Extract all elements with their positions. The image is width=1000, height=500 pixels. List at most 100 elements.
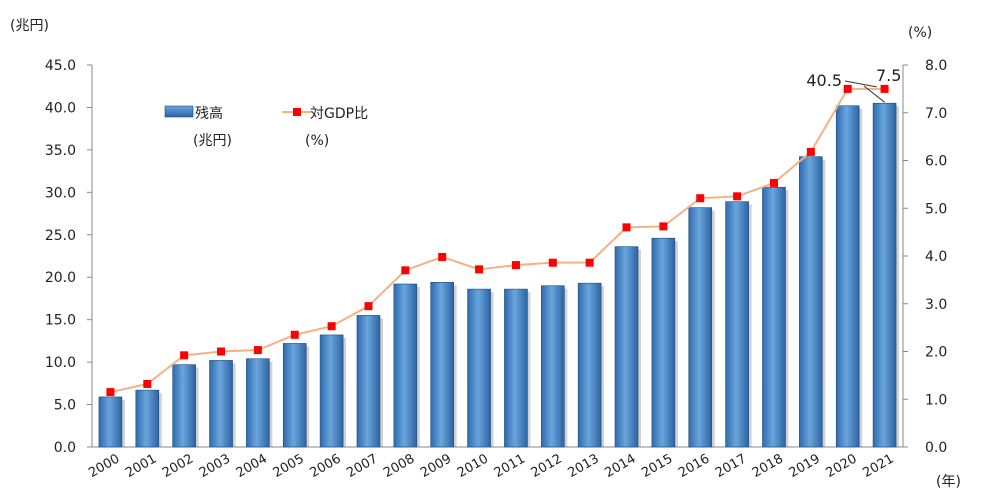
bar-2008: [393, 283, 418, 448]
marker-2002: [180, 351, 189, 360]
marker-2013: [585, 258, 594, 267]
left-tick-label: 0.0: [54, 440, 76, 456]
left-tick-label: 35.0: [45, 143, 76, 159]
bar-2010: [467, 288, 491, 448]
marker-2019: [806, 147, 815, 156]
legend-line-name: 対GDP比: [310, 106, 368, 122]
x-tick-label: 2007: [344, 451, 380, 481]
x-axis-unit-label: (年): [936, 474, 961, 490]
left-tick-label: 30.0: [45, 185, 76, 201]
right-tick-label: 6.0: [925, 154, 947, 170]
marker-2009: [438, 252, 447, 261]
marker-2007: [364, 302, 373, 311]
bar-2005: [282, 343, 307, 448]
marker-2012: [548, 258, 557, 267]
bar-2020: [835, 105, 860, 448]
right-tick-label: 7.0: [925, 106, 947, 122]
right-tick-label: 8.0: [925, 58, 947, 74]
marker-2006: [327, 322, 336, 331]
bar-2003: [209, 360, 233, 448]
bar-2016: [688, 207, 713, 448]
bar-2009: [430, 282, 455, 448]
x-tick-label: 2006: [307, 451, 343, 481]
x-tick-label: 2018: [750, 451, 786, 481]
bar-2006: [319, 334, 344, 448]
legend: 残高 (兆円) 対GDP比 (%): [164, 105, 368, 149]
x-tick-label: 2020: [824, 451, 860, 481]
x-tick-label: 2008: [381, 451, 417, 481]
x-tick-label: 2000: [86, 451, 122, 481]
annotation-ratio-2021: 7.5: [876, 66, 901, 85]
right-tick-label: 3.0: [925, 297, 947, 313]
legend-bar-swatch: [164, 105, 194, 118]
marker-2003: [217, 347, 226, 356]
marker-2017: [733, 192, 742, 201]
x-tick-label: 2003: [197, 451, 233, 481]
x-tick-label: 2005: [271, 451, 307, 481]
left-tick-label: 25.0: [45, 228, 76, 244]
left-tick-label: 40.0: [45, 100, 76, 116]
marker-2014: [622, 223, 631, 232]
right-tick-label: 0.0: [925, 440, 947, 456]
x-tick-label: 2016: [676, 451, 712, 481]
left-tick-label: 45.0: [45, 58, 76, 74]
left-axis-label: (兆円): [10, 18, 49, 34]
bar-2015: [651, 237, 676, 448]
x-tick-label: 2017: [713, 451, 749, 481]
right-tick-label: 1.0: [925, 392, 947, 408]
marker-2018: [769, 178, 778, 187]
left-tick-label: 20.0: [45, 270, 76, 286]
x-tick-label: 2001: [123, 451, 159, 481]
x-tick-label: 2014: [602, 451, 638, 481]
right-axis-label: (%): [908, 25, 932, 41]
bar-2007: [356, 315, 381, 448]
bar-2000: [98, 396, 123, 448]
marker-2020: [843, 84, 852, 93]
bar-2018: [762, 186, 786, 448]
marker-2004: [253, 346, 262, 355]
left-tick-label: 15.0: [45, 313, 76, 329]
x-tick-label: 2011: [492, 451, 528, 481]
bar-2019: [799, 156, 823, 448]
bar-2017: [725, 201, 749, 448]
marker-2005: [290, 330, 299, 339]
x-tick-label: 2002: [160, 451, 196, 481]
annotation-balance-2021: 40.5: [806, 71, 842, 90]
right-tick-label: 5.0: [925, 201, 947, 217]
bar-2012: [540, 285, 565, 448]
marker-2008: [401, 266, 410, 275]
bar-2001: [135, 389, 160, 448]
bar-2011: [504, 288, 528, 448]
legend-bar-name: 残高: [195, 105, 223, 122]
marker-2010: [475, 265, 484, 274]
x-tick-label: 2009: [418, 451, 454, 481]
x-tick-label: 2015: [639, 451, 675, 481]
marker-2016: [696, 194, 705, 203]
right-tick-label: 4.0: [925, 249, 947, 265]
x-tick-label: 2010: [455, 451, 491, 481]
bar-2021: [872, 102, 897, 448]
marker-2011: [511, 261, 520, 270]
legend-line-marker: [293, 108, 301, 116]
annotation-leader-balance: [844, 80, 877, 88]
bar-2002: [172, 364, 196, 448]
x-tick-label: 2019: [787, 451, 823, 481]
legend-bar-unit: (兆円): [193, 133, 232, 149]
legend-line-unit: (%): [305, 133, 329, 149]
x-tick-label: 2004: [234, 451, 270, 481]
marker-2001: [143, 379, 152, 388]
bar-2014: [614, 246, 639, 448]
right-tick-label: 2.0: [925, 345, 947, 361]
bar-series: [98, 102, 900, 448]
gdp-ratio-line: [110, 87, 885, 394]
left-tick-label: 5.0: [54, 398, 76, 414]
bar-2004: [246, 358, 270, 448]
x-tick-label: 2012: [529, 451, 565, 481]
x-tick-label: 2013: [565, 451, 601, 481]
x-tick-label: 2021: [860, 451, 896, 481]
marker-2021: [880, 84, 889, 93]
annotation-leader-ratio: [863, 85, 885, 103]
annotations: 40.5 7.5: [806, 66, 901, 103]
marker-2000: [106, 388, 115, 397]
bar-2013: [577, 282, 602, 448]
